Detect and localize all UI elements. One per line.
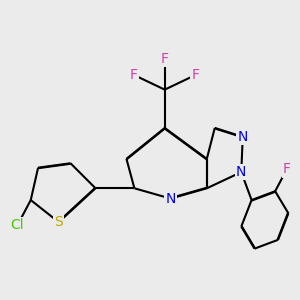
Text: S: S	[54, 215, 63, 229]
Text: N: N	[236, 165, 247, 179]
Text: N: N	[238, 130, 248, 144]
Text: N: N	[165, 192, 176, 206]
Text: F: F	[130, 68, 138, 82]
Text: Cl: Cl	[11, 218, 24, 232]
Text: F: F	[161, 52, 169, 66]
Text: F: F	[192, 68, 200, 82]
Text: F: F	[283, 162, 291, 176]
